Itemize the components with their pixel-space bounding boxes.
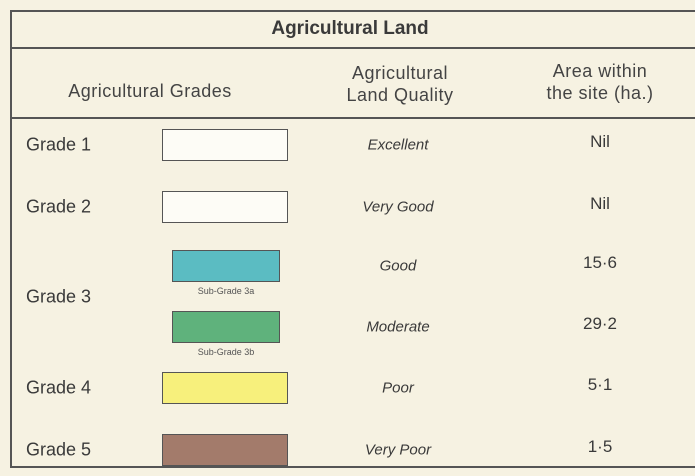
column-header: the site (ha.) [546,83,654,103]
grade-swatch [172,250,280,282]
grade-label: Grade 2 [26,196,92,217]
land-quality: Very Poor [364,441,432,459]
grade-swatch [162,129,288,161]
grade-swatch [162,434,288,466]
area-value: Nil [590,132,610,151]
grade-label: Grade 3 [26,286,92,306]
land-quality: Excellent [367,136,429,154]
divider [10,47,695,49]
grade-label: Grade 1 [26,134,92,155]
area-value: 15·6 [582,253,618,272]
sub-grade-label: Sub-Grade 3a [197,286,255,296]
grade-label: Grade 4 [26,377,92,398]
column-header: Agricultural Grades [68,81,232,101]
area-value: Nil [590,194,610,213]
land-quality: Very Good [362,198,434,216]
sub-grade-label: Sub-Grade 3b [197,347,255,357]
grade-swatch [162,372,288,404]
grade-swatch [172,311,280,343]
grade-swatch [162,191,288,223]
land-quality: Poor [382,379,414,397]
divider [10,117,695,119]
land-quality: Good [379,257,417,275]
area-value: 5·1 [587,375,613,394]
area-value: 29·2 [582,314,618,333]
frame [10,10,695,468]
area-value: 1·5 [587,437,613,456]
grade-label: Grade 5 [26,439,92,460]
land-quality: Moderate [366,318,430,336]
column-header: Area within [552,61,648,81]
table-title: Agricultural Land [271,18,429,39]
column-header: Land Quality [346,85,454,105]
column-header: Agricultural [351,63,449,83]
